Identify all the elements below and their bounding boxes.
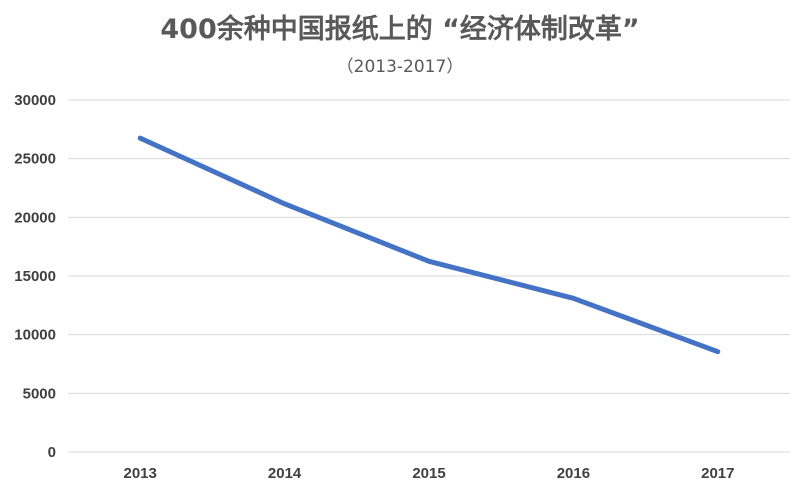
- chart-title: 400余种中国报纸上的 “经济体制改革”: [160, 13, 639, 45]
- y-axis-ticks: 0 5000 10000 15000 20000 25000 30000: [14, 92, 56, 461]
- y-tick-label: 5000: [23, 385, 56, 402]
- y-tick-label: 30000: [14, 92, 56, 109]
- y-tick-label: 10000: [14, 327, 56, 344]
- y-tick-label: 20000: [14, 209, 56, 226]
- x-tick-label: 2017: [701, 465, 734, 482]
- series-layer: [137, 135, 721, 355]
- x-tick-label: 2015: [412, 465, 445, 482]
- x-axis-ticks: 2013 2014 2015 2016 2017: [124, 465, 735, 482]
- series-line: [137, 135, 721, 355]
- y-tick-label: 25000: [14, 151, 56, 168]
- chart-subtitle: （2013-2017）: [337, 57, 464, 77]
- x-tick-label: 2016: [557, 465, 590, 482]
- x-tick-label: 2014: [268, 465, 302, 482]
- x-tick-label: 2013: [124, 465, 157, 482]
- y-tick-label: 15000: [14, 268, 56, 285]
- y-tick-label: 0: [48, 444, 56, 461]
